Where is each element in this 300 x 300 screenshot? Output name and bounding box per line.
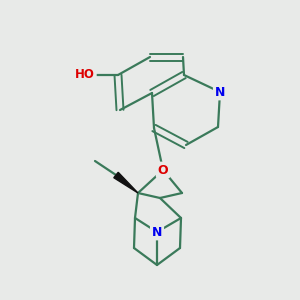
Text: N: N (152, 226, 162, 238)
Text: HO: HO (75, 68, 95, 82)
Polygon shape (114, 172, 138, 193)
Text: N: N (215, 85, 225, 98)
Text: O: O (158, 164, 168, 176)
